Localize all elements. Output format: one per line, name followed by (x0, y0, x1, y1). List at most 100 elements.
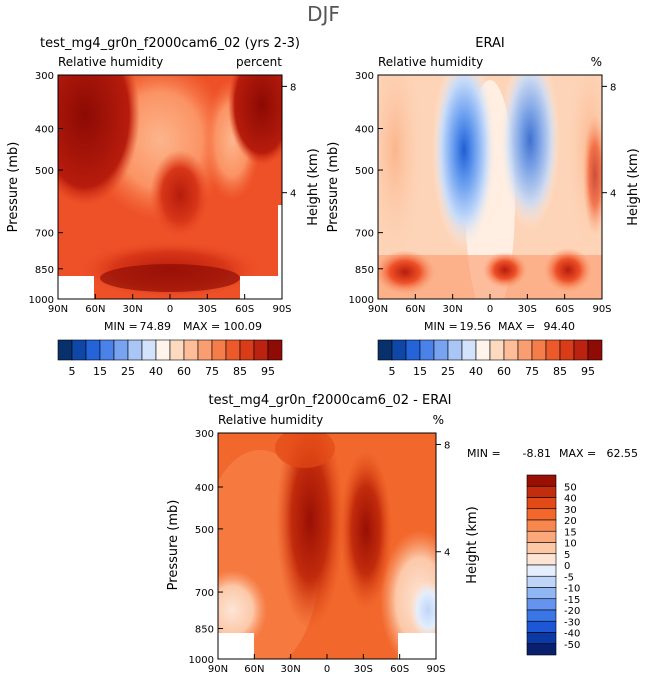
model-y-tick-label: 1000 (29, 295, 54, 306)
obs-colorbar-swatch (503, 339, 519, 361)
model-colorbar-label: 95 (261, 365, 275, 378)
model-colorbar-swatch (141, 339, 157, 361)
obs-colorbar-swatch (489, 339, 505, 361)
model-y-tick-label: 300 (35, 71, 54, 82)
model-x-tick-label: 60S (235, 304, 254, 315)
diff-colorbar-label: -15 (564, 595, 580, 606)
model-colorbar-swatch (85, 339, 101, 361)
obs-colorbar-label: 85 (553, 365, 567, 378)
diff-height-axis: 84 (436, 440, 450, 559)
obs-height-tick-label: 8 (610, 82, 616, 93)
model-title: test_mg4_gr0n_f2000cam6_02 (yrs 2-3) (40, 36, 300, 51)
model-colorbar-swatch (197, 339, 213, 361)
model-colorbar-swatch (71, 339, 87, 361)
obs-x-tick-label: 60N (405, 304, 425, 315)
obs-colorbar-swatch (475, 339, 491, 361)
diff-colorbar-label: 20 (564, 516, 577, 527)
model-ylabel: Pressure (mb) (6, 142, 21, 233)
obs-x-tick-label: 30S (518, 304, 537, 315)
diff-colorbar-swatch (526, 474, 557, 487)
obs-y-tick-label: 1000 (349, 295, 374, 306)
diff-x-axis: 90N 60N 30N 0 30S 60S 90S (208, 654, 446, 675)
model-y-tick-label: 500 (35, 166, 54, 177)
obs-colorbar-swatch (377, 339, 393, 361)
diff-max-label: MAX = (559, 447, 596, 460)
model-ylabel-right: Height (km) (306, 148, 321, 225)
model-colorbar-label: 85 (233, 365, 247, 378)
model-colorbar-swatch (127, 339, 143, 361)
diff-colorbar-swatch (526, 575, 557, 588)
obs-min-label: MIN = (424, 320, 458, 333)
obs-ylabel-right: Height (km) (626, 148, 641, 225)
diff-colorbar-label: 5 (564, 550, 570, 561)
panel-obs: ERAI Relative humidity % 300400500700850… (326, 36, 641, 378)
model-min-label: MIN = (104, 320, 138, 333)
obs-y-axis: 300 400 500 700 850 1000 (349, 71, 383, 306)
model-colorbar-swatch (183, 339, 199, 361)
obs-x-axis: 90N 60N 30N 0 30S 60S 90S (368, 294, 612, 315)
obs-colorbar-swatch (461, 339, 477, 361)
obs-ylabel: Pressure (mb) (326, 142, 341, 233)
model-max-value: 100.09 (224, 320, 263, 333)
obs-colorbar-swatch (545, 339, 561, 361)
diff-height-tick-label: 4 (444, 548, 450, 559)
diff-colorbar-swatch (526, 497, 557, 510)
model-colorbar-label: 75 (205, 365, 219, 378)
model-max-label: MAX = (183, 320, 220, 333)
model-x-axis: 90N 60N 30N 0 30S 60S 90S (48, 294, 292, 315)
diff-colorbar-swatch (526, 519, 557, 532)
obs-contour-field (378, 75, 602, 299)
diff-min-value: -8.81 (523, 447, 551, 460)
model-colorbar-swatch (99, 339, 115, 361)
obs-y-tick-label: 700 (355, 229, 374, 240)
obs-height-tick-label: 4 (610, 189, 616, 200)
diff-y-tick-label: 500 (195, 525, 214, 536)
diff-y-tick-label: 700 (195, 588, 214, 599)
model-colorbar-label: 25 (121, 365, 135, 378)
model-subtitle-left: Relative humidity (58, 55, 163, 69)
model-y-tick-label: 700 (35, 229, 54, 240)
model-colorbar-label: 15 (93, 365, 107, 378)
obs-colorbar-label: 40 (469, 365, 483, 378)
model-x-tick-label: 90N (48, 304, 68, 315)
model-y-tick-label: 400 (35, 125, 54, 136)
diff-colorbar-swatch (526, 564, 557, 577)
diff-colorbar-label: 0 (564, 561, 570, 572)
model-colorbar-label: 40 (149, 365, 163, 378)
obs-x-tick-label: 90S (592, 304, 611, 315)
model-colorbar-label: 5 (69, 365, 76, 378)
diff-subtitle-right: % (433, 413, 444, 427)
diff-ylabel-right: Height (km) (465, 506, 480, 583)
obs-colorbar-swatch (405, 339, 421, 361)
diff-max-value: 62.55 (607, 447, 639, 460)
obs-colorbar-label: 15 (413, 365, 427, 378)
model-x-tick-label: 60N (85, 304, 105, 315)
diff-colorbar-swatch (526, 553, 557, 566)
obs-x-tick-label: 90N (368, 304, 388, 315)
obs-subtitle-right: % (591, 55, 602, 69)
obs-x-tick-label: 60S (555, 304, 574, 315)
diff-colorbar-swatch (526, 508, 557, 521)
diff-colorbar-swatch (526, 530, 557, 543)
diff-colorbar-label: 15 (564, 527, 577, 538)
obs-height-axis: 84 (602, 82, 616, 200)
model-colorbar-swatch (155, 339, 171, 361)
model-colorbar-swatch (225, 339, 241, 361)
obs-y-tick-label: 300 (355, 71, 374, 82)
model-y-tick-label: 850 (35, 265, 54, 276)
model-x-tick-label: 30N (123, 304, 143, 315)
obs-x-tick-label: 30N (443, 304, 463, 315)
model-height-tick-label: 4 (290, 189, 296, 200)
diff-min-label: MIN = (467, 447, 501, 460)
panel-diff: test_mg4_gr0n_f2000cam6_02 - ERAI Relati… (166, 393, 638, 675)
diff-y-tick-label: 300 (195, 429, 214, 440)
obs-colorbar-swatch (587, 339, 603, 361)
obs-title: ERAI (475, 36, 504, 51)
model-colorbar-swatch (211, 339, 227, 361)
diff-colorbar-label: -20 (564, 606, 580, 617)
diff-x-tick-label: 0 (324, 664, 330, 675)
obs-colorbar-label: 60 (497, 365, 511, 378)
obs-colorbar-swatch (419, 339, 435, 361)
diff-colorbar-label: 40 (564, 494, 577, 505)
